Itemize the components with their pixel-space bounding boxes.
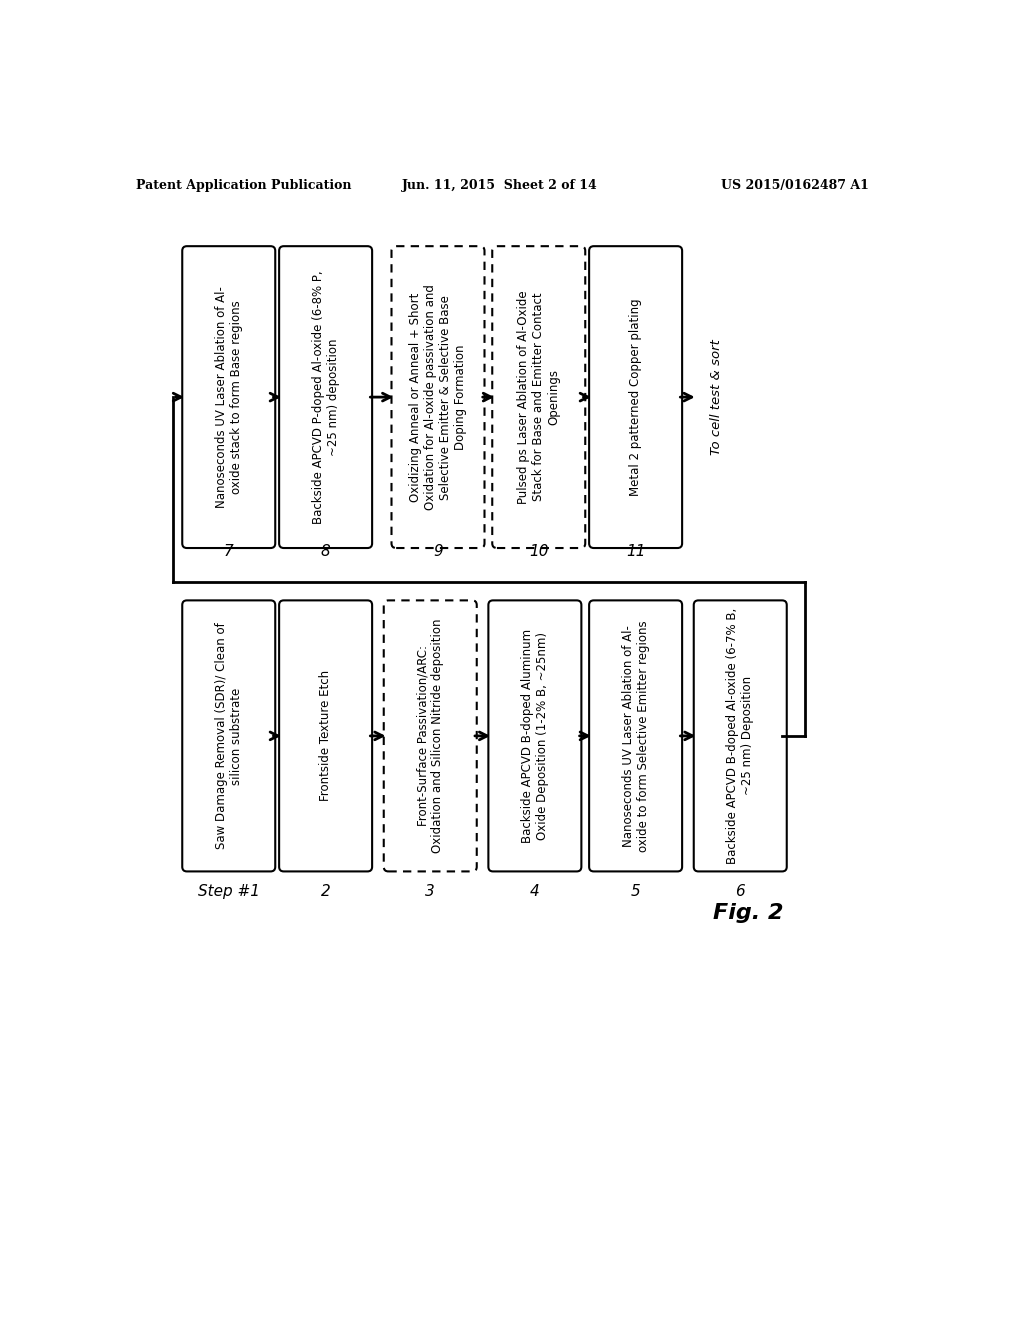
FancyBboxPatch shape bbox=[384, 601, 477, 871]
Text: Nanoseconds UV Laser Ablation of Al-
oxide stack to form Base regions: Nanoseconds UV Laser Ablation of Al- oxi… bbox=[215, 286, 243, 508]
Text: Saw Damage Removal (SDR)/ Clean of
silicon substrate: Saw Damage Removal (SDR)/ Clean of silic… bbox=[215, 623, 243, 849]
Text: 9: 9 bbox=[433, 544, 442, 558]
Text: Backside APCVD P-doped Al-oxide (6-8% P,
~25 nm) deposition: Backside APCVD P-doped Al-oxide (6-8% P,… bbox=[311, 271, 340, 524]
Text: 8: 8 bbox=[321, 544, 331, 558]
FancyBboxPatch shape bbox=[280, 246, 372, 548]
Text: Front-Surface Passivation/ARC:
Oxidation and Silicon Nitride deposition: Front-Surface Passivation/ARC: Oxidation… bbox=[416, 619, 444, 853]
Text: US 2015/0162487 A1: US 2015/0162487 A1 bbox=[721, 178, 868, 191]
FancyBboxPatch shape bbox=[182, 601, 275, 871]
Text: 6: 6 bbox=[735, 884, 745, 899]
Text: Frontside Texture Etch: Frontside Texture Etch bbox=[319, 671, 332, 801]
Text: Backside APCVD B-doped Aluminum
Oxide Deposition (1-2% B, ~25nm): Backside APCVD B-doped Aluminum Oxide De… bbox=[521, 628, 549, 843]
FancyBboxPatch shape bbox=[488, 601, 582, 871]
Text: Step #1: Step #1 bbox=[198, 884, 260, 899]
Text: Backside APCVD B-doped Al-oxide (6-7% B,
~25 nm) Deposition: Backside APCVD B-doped Al-oxide (6-7% B,… bbox=[726, 607, 755, 865]
FancyBboxPatch shape bbox=[589, 246, 682, 548]
Text: 2: 2 bbox=[321, 884, 331, 899]
Text: 5: 5 bbox=[631, 884, 640, 899]
Text: Fig. 2: Fig. 2 bbox=[713, 903, 783, 923]
Text: Oxidizing Anneal or Anneal + Short
Oxidation for Al-oxide passivation and
Select: Oxidizing Anneal or Anneal + Short Oxida… bbox=[409, 284, 467, 510]
Text: Nanoseconds UV Laser Ablation of Al-
oxide to form Selective Emitter regions: Nanoseconds UV Laser Ablation of Al- oxi… bbox=[622, 620, 649, 851]
Text: Metal 2 patterned Copper plating: Metal 2 patterned Copper plating bbox=[629, 298, 642, 496]
FancyBboxPatch shape bbox=[493, 246, 586, 548]
FancyBboxPatch shape bbox=[182, 246, 275, 548]
Text: 4: 4 bbox=[530, 884, 540, 899]
FancyBboxPatch shape bbox=[391, 246, 484, 548]
Text: To cell test & sort: To cell test & sort bbox=[711, 339, 724, 455]
FancyBboxPatch shape bbox=[280, 601, 372, 871]
FancyBboxPatch shape bbox=[589, 601, 682, 871]
Text: Patent Application Publication: Patent Application Publication bbox=[136, 178, 352, 191]
FancyBboxPatch shape bbox=[693, 601, 786, 871]
Text: 3: 3 bbox=[425, 884, 435, 899]
Text: Pulsed ps Laser Ablation of Al-Oxide
Stack for Base and Emitter Contact
Openings: Pulsed ps Laser Ablation of Al-Oxide Sta… bbox=[517, 290, 560, 504]
Text: 10: 10 bbox=[529, 544, 549, 558]
Text: 7: 7 bbox=[224, 544, 233, 558]
Text: 11: 11 bbox=[626, 544, 645, 558]
Text: Jun. 11, 2015  Sheet 2 of 14: Jun. 11, 2015 Sheet 2 of 14 bbox=[402, 178, 598, 191]
